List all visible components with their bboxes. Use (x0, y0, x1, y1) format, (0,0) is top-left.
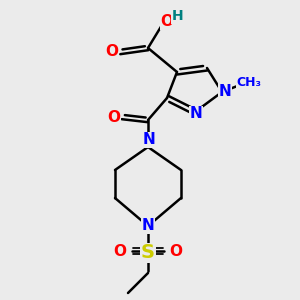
Text: N: N (142, 133, 155, 148)
Text: S: S (141, 244, 155, 262)
Text: O: O (160, 14, 173, 29)
Text: H: H (172, 9, 184, 23)
Text: N: N (219, 83, 231, 98)
Text: CH₃: CH₃ (236, 76, 262, 88)
Text: O: O (107, 110, 121, 124)
Text: O: O (169, 244, 182, 259)
Text: N: N (142, 218, 154, 233)
Text: N: N (190, 106, 202, 122)
Text: O: O (113, 244, 127, 259)
Text: O: O (106, 44, 118, 59)
